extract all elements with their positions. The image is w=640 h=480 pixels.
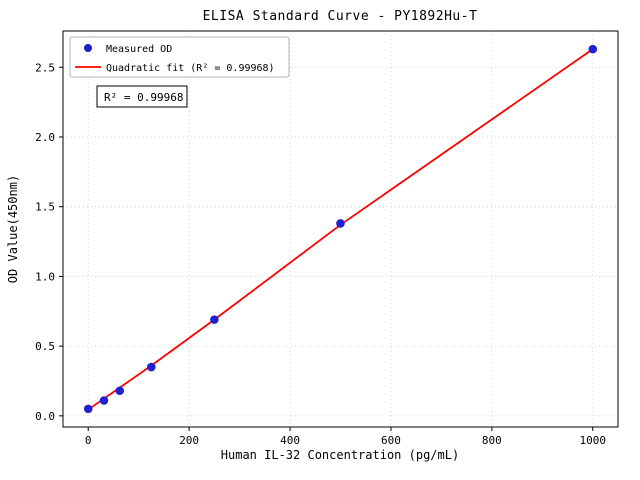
axis-ticks: 0 200 400 600 800 1000 0.0 0.5 1.0 1.5 2.0 2.5 [35,61,606,447]
chart-title: ELISA Standard Curve - PY1892Hu-T [203,9,478,24]
measured-od-point [83,404,93,414]
x-tick-label: 400 [280,434,300,447]
x-tick-label: 800 [482,434,502,447]
x-tick-label: 1000 [580,434,607,447]
annotation-text: R² = 0.99968 [104,91,183,104]
measured-od-point [146,362,156,372]
y-tick-label: 2.0 [35,131,55,144]
legend-box [69,36,290,78]
y-axis-label: OD Value(450nm) [6,175,20,283]
measured-od-point [210,315,219,324]
legend-label-quadratic-fit: Quadratic fit (R² = 0.99968) [106,63,275,74]
y-tick-label: 0.0 [35,410,55,423]
measured-od-point [588,44,598,54]
y-tick-label: 2.5 [35,61,55,74]
legend: Measured OD Quadratic fit (R² = 0.99968) [69,36,290,78]
legend-label-measured-od: Measured OD [106,44,172,55]
annotation-box [96,85,188,108]
data-series [83,44,598,414]
y-tick-label: 1.5 [35,201,55,214]
y-tick-label: 1.0 [35,270,55,283]
measured-od-point [336,219,345,228]
legend-marker-measured-od [84,44,92,52]
fit-line [87,48,594,411]
r-squared-annotation: R² = 0.99968 [96,85,188,108]
x-axis-label: Human IL-32 Concentration (pg/mL) [221,448,459,462]
axes-box [62,30,619,428]
y-tick-label: 0.5 [35,340,55,353]
x-tick-label: 0 [85,434,92,447]
measured-od-point [99,396,109,405]
x-tick-label: 600 [381,434,401,447]
x-tick-label: 200 [179,434,199,447]
measured-od-point [115,386,125,396]
